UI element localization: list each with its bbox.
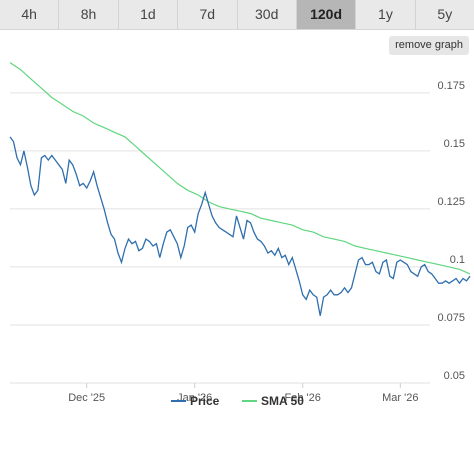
- legend-item-price[interactable]: Price: [171, 394, 220, 408]
- tab-4h[interactable]: 4h: [0, 0, 60, 29]
- tab-8h[interactable]: 8h: [59, 0, 119, 29]
- y-tick-label: 0.05: [444, 370, 465, 382]
- y-tick-label: 0.1: [450, 254, 465, 266]
- chart-grid: [10, 92, 430, 384]
- tab-120d[interactable]: 120d: [296, 0, 357, 29]
- y-tick-label: 0.125: [437, 196, 465, 208]
- tab-30d[interactable]: 30d: [238, 0, 297, 29]
- tab-1d[interactable]: 1d: [119, 0, 179, 29]
- legend-item-sma-50[interactable]: SMA 50: [242, 394, 304, 408]
- tab-1y[interactable]: 1y: [356, 0, 416, 29]
- remove-graph-button[interactable]: remove graph: [389, 36, 469, 55]
- sma-50-line: [9, 62, 471, 275]
- tab-7d[interactable]: 7d: [178, 0, 238, 29]
- tab-5y[interactable]: 5y: [437, 6, 453, 22]
- x-axis-labels: Dec '25 Jan '26 Feb '26 Mar '26: [68, 383, 418, 404]
- y-tick-label: 0.075: [437, 312, 465, 324]
- y-axis-labels: 0.05 0.075 0.1 0.125 0.15 0.175: [437, 80, 465, 382]
- x-tick-label: Mar '26: [382, 392, 418, 404]
- x-tick-label: Feb '26: [285, 392, 321, 404]
- timeframe-tabs: 4h 8h 1d 7d 30d 120d 1y 5y: [0, 0, 474, 30]
- y-tick-label: 0.175: [437, 80, 465, 92]
- legend-price-label: Price: [190, 394, 220, 408]
- legend-sma-50-label: SMA 50: [261, 394, 304, 408]
- legend: Price SMA 50: [171, 394, 304, 408]
- price-line: [9, 136, 471, 316]
- x-tick-label: Dec '25: [68, 392, 105, 404]
- y-tick-label: 0.15: [444, 138, 465, 150]
